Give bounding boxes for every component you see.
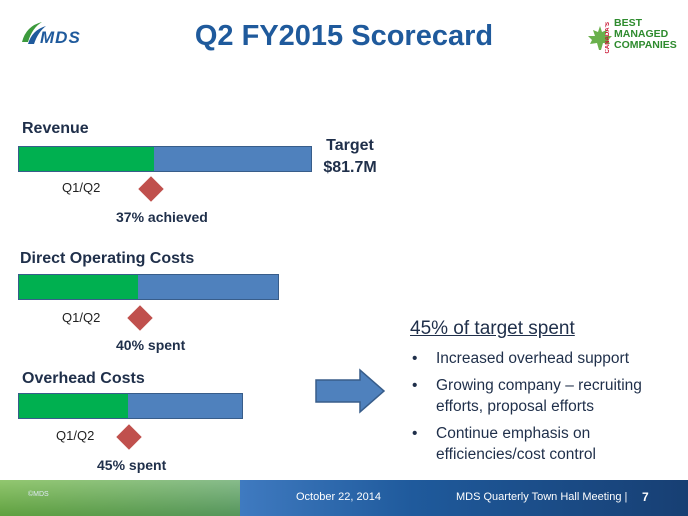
- footer-meeting: MDS Quarterly Town Hall Meeting |: [456, 491, 628, 503]
- list-item: Increased overhead support: [410, 348, 680, 369]
- list-item: Continue emphasis on efficiencies/cost c…: [410, 423, 680, 465]
- revenue-achieved-fill: [19, 147, 154, 171]
- award-side-text: CANADA'S: [605, 22, 611, 54]
- best-managed-logo: CANADA'S BEST MANAGED COMPANIES: [584, 18, 680, 56]
- summary-heading: 45% of target spent: [410, 318, 575, 339]
- direct-costs-spent-fill: [19, 275, 138, 299]
- revenue-quarter-label: Q1/Q2: [62, 180, 101, 195]
- page-number: 7: [642, 490, 649, 504]
- overhead-spent-fill: [19, 394, 128, 418]
- revenue-marker-icon: [138, 176, 164, 202]
- mds-swoosh-icon: [22, 22, 46, 44]
- revenue-label: Revenue: [22, 120, 89, 137]
- overhead-label: Overhead Costs: [22, 370, 145, 387]
- direct-costs-remaining-fill: [138, 275, 278, 299]
- overhead-quarter-label: Q1/Q2: [56, 428, 95, 443]
- overhead-bar: [18, 393, 243, 419]
- footer-date: October 22, 2014: [296, 491, 382, 503]
- direct-costs-quarter-label: Q1/Q2: [62, 310, 101, 325]
- overhead-status: 45% spent: [97, 457, 167, 473]
- mds-logo-text: MDS: [40, 28, 81, 47]
- footer-copyright: ©MDS: [28, 491, 49, 498]
- right-arrow-icon: [315, 368, 386, 414]
- overhead-remaining-fill: [128, 394, 242, 418]
- maple-leaf-icon: [588, 26, 612, 50]
- direct-costs-status: 40% spent: [116, 337, 186, 353]
- footer-grass-graphic: [0, 480, 240, 516]
- footer: ©MDS October 22, 2014 MDS Quarterly Town…: [0, 480, 688, 516]
- mds-logo: MDS: [18, 16, 110, 56]
- direct-costs-label: Direct Operating Costs: [20, 250, 195, 267]
- summary-list: Increased overhead support Growing compa…: [410, 348, 680, 471]
- revenue-remaining-fill: [154, 147, 311, 171]
- revenue-status: 37% achieved: [116, 209, 208, 225]
- award-text: BEST MANAGED COMPANIES: [614, 17, 677, 51]
- direct-costs-marker-icon: [127, 305, 153, 331]
- direct-costs-bar: [18, 274, 279, 300]
- page-title: Q2 FY2015 Scorecard: [194, 20, 494, 52]
- overhead-marker-icon: [116, 424, 142, 450]
- revenue-target: Target $81.7M: [323, 137, 377, 176]
- list-item: Growing company – recruiting efforts, pr…: [410, 375, 680, 417]
- revenue-bar: [18, 146, 312, 172]
